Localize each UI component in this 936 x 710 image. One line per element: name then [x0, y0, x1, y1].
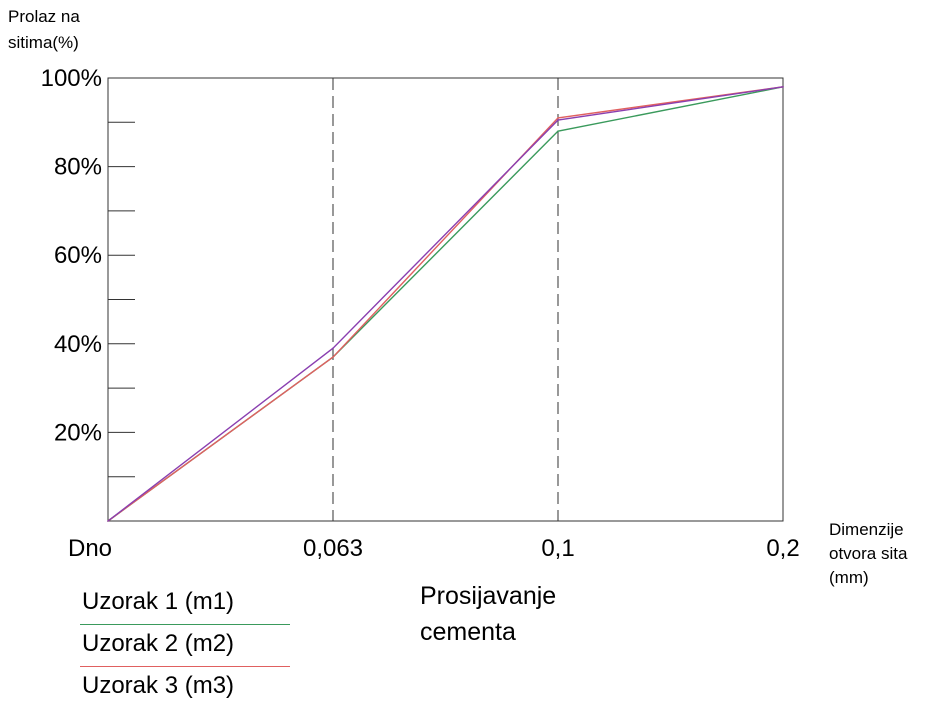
grid-layer [332, 78, 559, 521]
legend-swatch-1 [80, 624, 290, 625]
chart-title-line-2: cementa [420, 618, 516, 646]
series-line-1 [107, 86, 784, 522]
series-3-point-3 [782, 86, 784, 88]
legend-label-3: Uzorak 3 (m3) [82, 672, 235, 699]
legend-item-1: Uzorak 1 (m1) [80, 585, 290, 625]
x-axis-label-line-2: otvora sita [829, 544, 908, 563]
series-line-2 [107, 86, 784, 522]
legend-label-2: Uzorak 2 (m2) [82, 630, 235, 657]
legend-label-1: Uzorak 1 (m1) [82, 588, 235, 615]
series-2-point-2 [557, 117, 559, 119]
y-tick-labels: 20% 40% 60% 80% 100% [41, 65, 102, 446]
chart-title: Prosijavanje cementa [420, 578, 556, 650]
y-tick-label-20: 20% [54, 419, 102, 446]
y-minor-ticks [108, 121, 135, 478]
series-layer [107, 86, 784, 522]
x-axis-label: Dimenzije otvora sita (mm) [829, 518, 907, 590]
y-tick-label-40: 40% [54, 331, 102, 358]
y-tick-label-60: 60% [54, 242, 102, 269]
y-axis-label-line-2: sitima(%) [8, 33, 79, 52]
x-tick-label-2: 0,1 [541, 535, 574, 562]
legend-item-2: Uzorak 2 (m2) [80, 627, 290, 667]
series-3-point-1 [332, 347, 334, 350]
y-tick-label-80: 80% [54, 154, 102, 181]
series-1-point-2 [557, 130, 559, 132]
series-3-point-0 [107, 520, 109, 522]
x-tick-labels: Dno 0,063 0,1 0,2 [68, 535, 800, 562]
x-tick-label-3: 0,2 [766, 535, 799, 562]
y-tick-label-100: 100% [41, 65, 102, 92]
y-axis-label-line-1: Prolaz na [8, 7, 80, 26]
x-tick-label-0: Dno [68, 535, 112, 562]
x-tick-label-1: 0,063 [303, 535, 363, 562]
x-axis-label-line-3: (mm) [829, 568, 869, 587]
plot-frame [107, 77, 784, 522]
legend-swatch-2 [80, 666, 290, 667]
series-3-point-2 [557, 119, 559, 121]
legend-item-3: Uzorak 3 (m3) [80, 669, 290, 709]
series-2-point-1 [332, 356, 334, 358]
x-axis-label-line-1: Dimenzije [829, 520, 904, 539]
chart-title-line-1: Prosijavanje [420, 582, 557, 610]
series-line-3 [107, 86, 784, 522]
